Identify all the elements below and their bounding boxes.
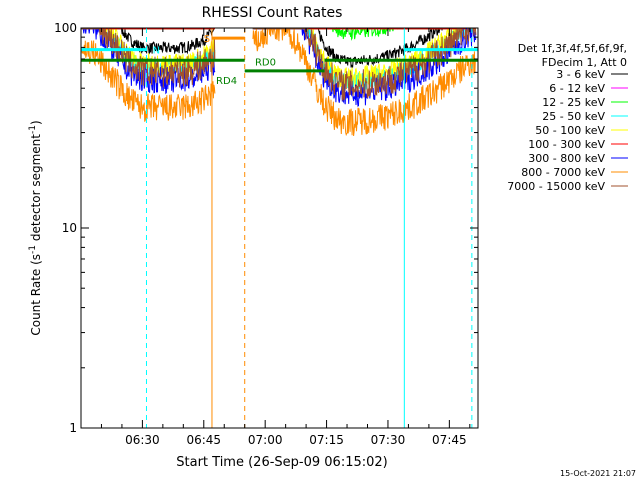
legend-header-line-2: FDecim 1, Att 0 xyxy=(542,56,627,69)
x-tick-label: 07:15 xyxy=(309,433,344,447)
x-tick-label: 07:30 xyxy=(371,433,406,447)
x-axis-label: Start Time (26-Sep-09 06:15:02) xyxy=(176,455,387,470)
legend-header-line-1: Det 1f,3f,4f,5f,6f,9f, xyxy=(518,42,627,55)
x-tick-label: 06:45 xyxy=(186,433,221,447)
y-tick-label: 1 xyxy=(69,421,77,435)
chart-title: RHESSI Count Rates xyxy=(202,5,343,21)
series-line-8-0 xyxy=(81,28,216,88)
series-line-7-0 xyxy=(81,40,216,122)
y-axis-label: Count Rate (s-1 detector segment-1) xyxy=(28,120,43,335)
x-tick-label: 06:30 xyxy=(125,433,160,447)
y-label-prefix: Count Rate (s xyxy=(29,254,43,336)
legend-label-1: 6 - 12 keV xyxy=(549,82,605,95)
x-tick-label: 07:00 xyxy=(248,433,283,447)
y-label-end: ) xyxy=(29,120,43,125)
y-tick-label: 10 xyxy=(62,221,77,235)
legend-label-2: 12 - 25 keV xyxy=(542,96,605,109)
legend-label-8: 7000 - 15000 keV xyxy=(507,180,605,193)
state-label-3: RD4 xyxy=(216,76,237,87)
y-tick-label: 100 xyxy=(54,21,77,35)
x-tick-label: 07:45 xyxy=(432,433,467,447)
y-label-sup-2: -1 xyxy=(28,125,38,134)
y-label-mid: detector segment xyxy=(29,134,43,245)
legend-label-7: 800 - 7000 keV xyxy=(521,166,605,179)
legend-label-3: 25 - 50 keV xyxy=(542,110,605,123)
state-label-0: N xyxy=(153,46,160,57)
legend-label-5: 100 - 300 keV xyxy=(528,138,605,151)
legend-label-6: 300 - 800 keV xyxy=(528,152,605,165)
axis-layer: 1 10 100 06:30 06:45 07:00 07:15 07:30 07:45 xyxy=(54,21,478,447)
legend-label-4: 50 - 100 keV xyxy=(535,124,605,137)
legend-label-0: 3 - 6 keV xyxy=(556,68,605,81)
series-layer xyxy=(81,27,477,137)
legend: Det 1f,3f,4f,5f,6f,9f, FDecim 1, Att 0 3… xyxy=(507,42,628,193)
state-label-1: S xyxy=(204,34,210,45)
y-label-sup: -1 xyxy=(28,245,38,254)
series-line-8-1 xyxy=(252,27,477,102)
state-label-2: RD0 xyxy=(255,57,276,68)
footer-timestamp: 15-Oct-2021 21:07 xyxy=(560,469,636,478)
series-line-7-1 xyxy=(252,28,477,137)
